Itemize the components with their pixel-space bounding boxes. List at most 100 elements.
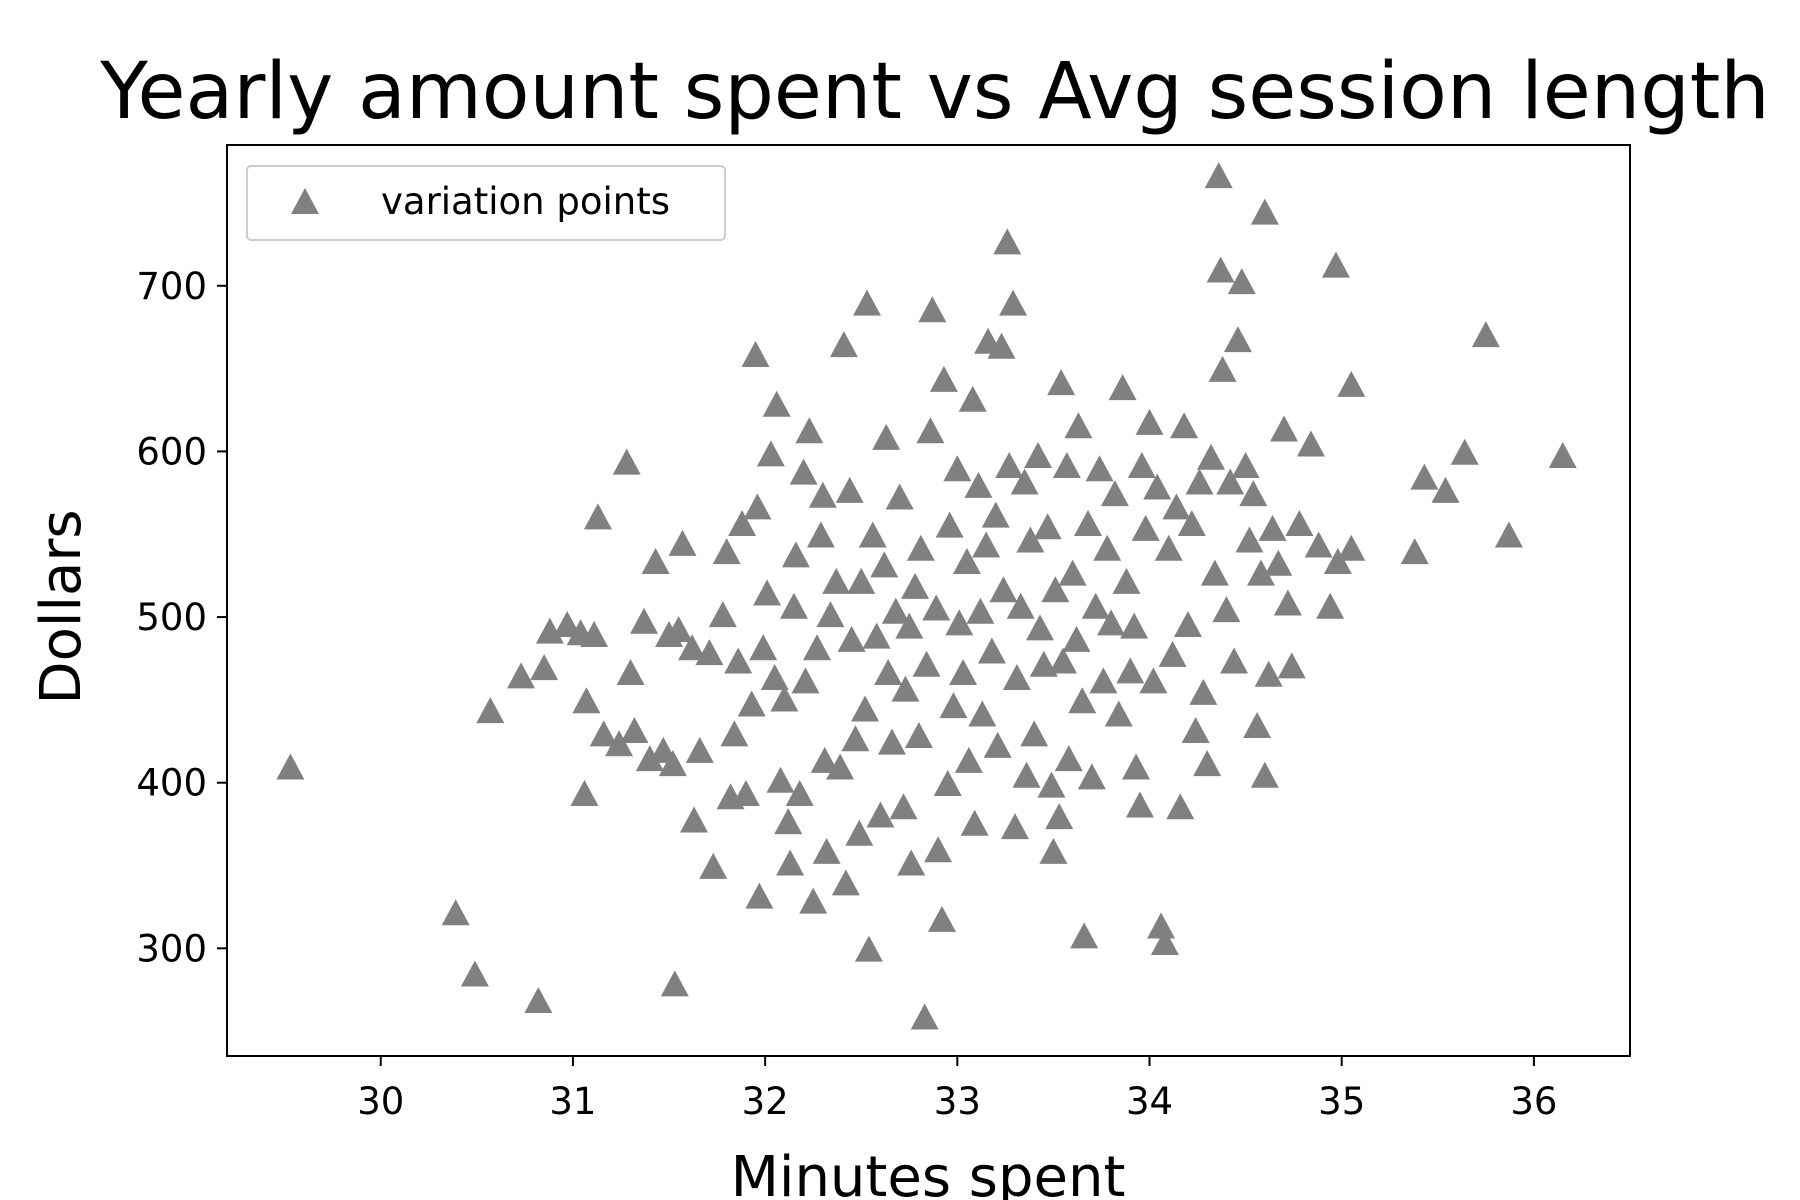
data-point-triangle [1431,476,1460,503]
data-point-triangle [889,793,918,820]
data-point-triangle [678,634,707,661]
data-point-triangle [993,228,1022,255]
data-point-triangle [1002,664,1031,691]
data-point-triangle [731,779,760,806]
data-point-triangle [943,455,972,482]
data-point-triangle [912,650,941,677]
data-point-triangle [935,511,964,538]
data-point-triangle [918,296,947,323]
data-point-triangle [1239,480,1268,507]
data-point-triangle [968,700,997,727]
data-point-triangle [530,654,559,681]
x-tick-label: 36 [1510,1080,1557,1123]
data-point-triangle [781,541,810,568]
data-point-triangle [999,289,1028,316]
data-point-triangle [743,493,772,520]
data-point-triangle [699,852,728,879]
data-point-triangle [972,531,1001,558]
data-point-triangle [1020,720,1049,747]
data-point-triangle [720,720,749,747]
data-point-triangle [1321,251,1350,278]
data-point-triangle [1150,929,1179,956]
data-point-triangle [866,801,895,828]
data-point-triangle [1250,761,1279,788]
plot-area-frame [226,144,1631,1057]
data-point-triangle [858,521,887,548]
data-point-triangle [1206,256,1235,283]
data-point-triangle [1285,509,1314,536]
data-point-triangle [1131,514,1160,541]
data-point-triangle [741,341,770,368]
data-point-triangle [877,728,906,755]
data-point-triangle [1410,463,1439,490]
data-point-triangle [949,659,978,686]
x-axis-label: Minutes spent [731,1145,1126,1200]
data-point-triangle [977,637,1006,664]
data-point-triangle [831,869,860,896]
data-point-triangle [841,725,870,752]
data-point-triangle [806,521,835,548]
x-tick-label: 31 [549,1080,596,1123]
data-point-triangle [1062,625,1091,652]
data-point-triangle [1039,837,1068,864]
data-point-triangle [1246,559,1275,586]
data-point-triangle [1047,369,1076,396]
data-point-triangle [1254,660,1283,687]
data-point-triangle [981,501,1010,528]
data-point-triangle [668,529,697,556]
data-point-triangle [1143,473,1172,500]
data-point-triangle [795,417,824,444]
data-point-triangle [1054,745,1083,772]
data-point-triangle [712,538,741,565]
data-point-triangle [1064,412,1093,439]
y-tick-label: 400 [136,762,207,805]
data-point-triangle [605,730,634,757]
data-point-triangle [1000,813,1029,840]
data-point-triangle [1074,509,1103,536]
data-point-triangle [1258,514,1287,541]
data-point-triangle [789,458,818,485]
data-point-triangle [1208,355,1237,382]
data-point-triangle [1068,687,1097,714]
data-point-triangle [1100,480,1129,507]
data-point-triangle [939,692,968,719]
data-point-triangle [1277,652,1306,679]
data-point-triangle [1227,268,1256,295]
data-point-triangle [916,417,945,444]
data-point-triangle [572,687,601,714]
data-point-triangle [1170,412,1199,439]
data-point-triangle [762,390,791,417]
data-point-triangle [837,625,866,652]
data-point-triangle [1116,657,1145,684]
data-point-triangle [1304,531,1333,558]
data-point-triangle [924,836,953,863]
data-point-triangle [803,634,832,661]
data-point-triangle [987,332,1016,359]
data-point-triangle [829,331,858,358]
data-point-triangle [1193,750,1222,777]
data-point-triangle [1093,534,1122,561]
data-point-triangle [620,717,649,744]
data-point-triangle [1058,559,1087,586]
data-point-triangle [1273,589,1302,616]
x-tick-label: 35 [1318,1080,1365,1123]
data-point-triangle [891,675,920,702]
data-point-triangle [791,667,820,694]
data-point-triangle [906,534,935,561]
data-point-triangle [1400,538,1429,565]
data-point-triangle [1270,415,1299,442]
data-point-triangle [874,659,903,686]
data-point-triangle [1024,442,1053,469]
x-tick-label: 34 [1126,1080,1173,1123]
data-point-triangle [816,601,845,628]
data-point-triangle [1081,592,1110,619]
data-point-triangle [612,448,641,475]
data-point-triangle [1235,526,1264,553]
data-point-triangle [812,837,841,864]
data-point-triangle [1085,455,1114,482]
data-point-triangle [1494,521,1523,548]
data-point-triangle [476,697,505,724]
data-point-triangle [708,601,737,628]
legend-box [246,165,726,241]
